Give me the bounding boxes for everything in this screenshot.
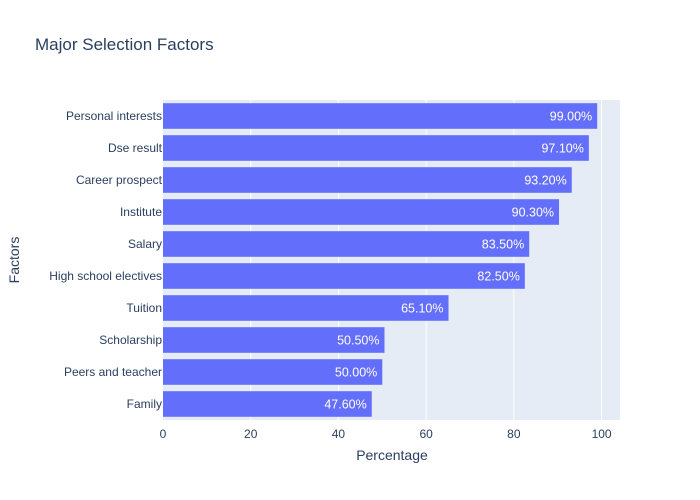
data-label: 50.00% (335, 366, 377, 380)
y-tick-label: Family (127, 397, 162, 411)
y-tick-label: High school electives (49, 269, 162, 283)
data-label: 99.00% (550, 110, 592, 124)
x-tick-labels: 0 20 40 60 80 100 (160, 427, 612, 441)
y-tick-label: Career prospect (76, 173, 163, 187)
y-tick-label: Institute (120, 205, 162, 219)
y-axis-title: Factors (6, 237, 22, 284)
bar (163, 231, 530, 257)
bar (163, 327, 385, 353)
bar (163, 359, 383, 385)
x-tick-label: 60 (419, 427, 433, 441)
bar (163, 167, 572, 193)
data-label: 82.50% (477, 270, 519, 284)
y-tick-label: Dse result (108, 141, 163, 155)
x-tick-label: 0 (160, 427, 167, 441)
bar (163, 263, 525, 289)
bar (163, 199, 560, 225)
bar (163, 391, 372, 417)
bar (163, 295, 449, 321)
data-label: 65.10% (401, 302, 443, 316)
x-axis-title: Percentage (356, 447, 428, 463)
x-tick-label: 40 (332, 427, 346, 441)
data-label: 47.60% (324, 398, 366, 412)
y-tick-labels: Personal interests Dse result Career prosp… (49, 109, 162, 411)
x-tick-label: 80 (507, 427, 521, 441)
chart-title: Major Selection Factors (35, 35, 214, 54)
y-tick-label: Salary (128, 237, 162, 251)
y-tick-label: Scholarship (99, 333, 162, 347)
bars: 99.00% 97.10% 93.20% 90.30% 83.50% 82.50% 65.1… (163, 103, 598, 417)
data-label: 93.20% (524, 174, 566, 188)
bar (163, 135, 589, 161)
data-label: 90.30% (512, 206, 554, 220)
data-label: 83.50% (482, 238, 524, 252)
x-tick-label: 20 (244, 427, 258, 441)
bar (163, 103, 598, 129)
y-tick-label: Personal interests (66, 109, 162, 123)
data-label: 97.10% (541, 142, 583, 156)
data-label: 50.50% (337, 334, 379, 348)
y-tick-label: Peers and teacher (64, 365, 162, 379)
x-tick-label: 100 (592, 427, 612, 441)
y-tick-label: Tuition (126, 301, 162, 315)
